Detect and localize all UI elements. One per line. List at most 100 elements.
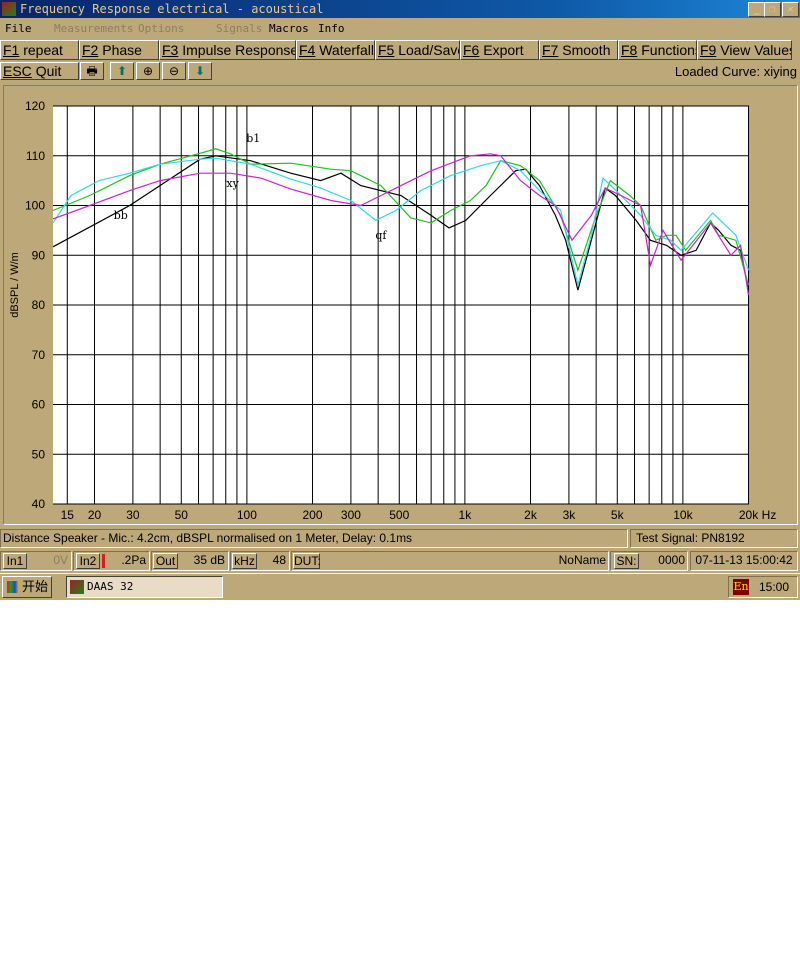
in1-button[interactable]: In1: [3, 553, 27, 569]
fkey-label: View Values: [720, 42, 792, 58]
x-tick-label: 50: [175, 508, 189, 522]
out-panel: Out 35 dB: [151, 551, 229, 571]
in2-button[interactable]: In2: [76, 553, 100, 569]
sn-value: 0000: [658, 553, 685, 567]
quit-label: Quit: [35, 63, 62, 79]
fkey-label: repeat: [23, 42, 63, 58]
fkey-label: Impulse Response: [182, 42, 296, 58]
menu-file[interactable]: File: [5, 22, 32, 35]
fkey-key: F2: [82, 42, 99, 58]
y-tick-label: 70: [32, 348, 46, 362]
fkey-label: Export: [483, 42, 524, 58]
fkey-key: F7: [542, 42, 559, 58]
x-tick-label: 15: [61, 508, 75, 522]
fkey-functions-button[interactable]: F8 Functions: [618, 40, 697, 60]
khz-value: 48: [272, 553, 286, 567]
taskbar: 开始 DAAS 32 En 15:00: [0, 573, 800, 601]
out-value: 35 dB: [193, 553, 225, 567]
series-line-1: [52, 148, 750, 286]
x-tick-label: 500: [389, 508, 409, 522]
series-line-2: [52, 157, 750, 286]
menu-options[interactable]: Options: [138, 22, 185, 35]
dut-name: NoName: [558, 553, 606, 567]
menu-macros[interactable]: Macros: [269, 22, 309, 35]
x-tick-label: 10k: [673, 508, 693, 522]
app-icon: [2, 2, 16, 16]
taskbar-item-daas[interactable]: DAAS 32: [66, 576, 223, 598]
sn-button[interactable]: SN:: [614, 553, 639, 569]
fkey-key: F5: [378, 42, 395, 58]
menu-info[interactable]: Info: [318, 22, 345, 35]
fkey-impulse-response-button[interactable]: F3 Impulse Response: [159, 40, 296, 60]
fkey-smooth-button[interactable]: F7 Smooth: [539, 40, 618, 60]
fkey-key: F3: [162, 42, 179, 58]
zoom-out-icon[interactable]: ⊖: [162, 62, 186, 80]
task-label: DAAS 32: [87, 580, 134, 593]
sn-panel: SN: 0000: [610, 551, 688, 571]
fkey-waterfall-button[interactable]: F4 Waterfall: [296, 40, 375, 60]
y-tick-label: 90: [32, 248, 46, 262]
fkey-export-button[interactable]: F6 Export: [460, 40, 539, 60]
print-icon[interactable]: 🖶: [80, 62, 104, 80]
fkey-phase-button[interactable]: F2 Phase: [79, 40, 159, 60]
window-title: Frequency Response electrical - acoustic…: [20, 2, 324, 16]
clock: 15:00: [759, 580, 790, 594]
dut-panel: DUT: NoName: [291, 551, 609, 571]
x-tick-label: 30: [126, 508, 140, 522]
restore-button[interactable]: ❐: [764, 2, 781, 17]
x-unit-label: Hz: [762, 508, 777, 522]
close-button[interactable]: ✕: [782, 2, 799, 17]
in1-value: 0V: [53, 553, 68, 567]
x-tick-label: 200: [303, 508, 323, 522]
start-label: 开始: [21, 579, 48, 594]
y-tick-label: 100: [25, 199, 45, 213]
y-tick-label: 80: [32, 298, 46, 312]
fkey-key: F9: [700, 42, 717, 58]
arrow-down-icon[interactable]: ⬇: [188, 62, 212, 80]
app-icon: [70, 580, 84, 594]
menu-signals[interactable]: Signals: [216, 22, 263, 35]
windows-logo-icon: [7, 581, 19, 593]
y-tick-label: 110: [26, 149, 45, 163]
fkey-key: F1: [3, 42, 20, 58]
series-line-0: [52, 155, 750, 291]
out-button[interactable]: Out: [153, 553, 178, 569]
start-button[interactable]: 开始: [2, 576, 52, 598]
menu-measurements[interactable]: Measurements: [54, 22, 134, 35]
dut-button[interactable]: DUT:: [293, 553, 321, 569]
app-window: Frequency Response electrical - acoustic…: [0, 0, 800, 600]
y-tick-label: 40: [32, 497, 46, 511]
x-tick-label: 2k: [524, 508, 538, 522]
arrow-up-icon[interactable]: ⬆: [110, 62, 134, 80]
quit-button[interactable]: ESC Quit: [0, 62, 79, 80]
fkey-load-save-button[interactable]: F5 Load/Save: [375, 40, 460, 60]
zoom-in-icon[interactable]: ⊕: [136, 62, 160, 80]
fkey-repeat-button[interactable]: F1 repeat: [0, 40, 79, 60]
series-line-3: [52, 153, 750, 296]
x-tick-label: 100: [237, 508, 257, 522]
menu-bar: File Measurements Options Signals Macros…: [0, 19, 800, 38]
fkey-label: Load/Save: [398, 42, 460, 58]
in2-value: .2Pa: [121, 553, 146, 567]
quit-key: ESC: [3, 63, 32, 79]
fkey-label: Functions: [641, 42, 697, 58]
in2-level-meter: [102, 554, 105, 568]
frequency-response-chart: 40 50 60 70 80 90 100 110 120 15 20 30 50 100 200 300 50…: [9, 99, 777, 522]
curve-label: qf: [375, 229, 387, 242]
chart-panel: 40 50 60 70 80 90 100 110 120 15 20 30 50 100 200 300 50…: [3, 85, 798, 525]
fkey-key: F6: [463, 42, 480, 58]
in1-panel: In1 0V: [0, 551, 72, 571]
x-tick-label: 300: [341, 508, 361, 522]
x-tick-label: 5k: [611, 508, 625, 522]
curve-label: bb: [114, 209, 128, 222]
curve-label: xy: [226, 177, 239, 190]
language-indicator[interactable]: En: [733, 579, 749, 595]
x-tick-label: 3k: [563, 508, 577, 522]
fkey-key: F4: [299, 42, 316, 58]
fkey-label: Waterfall: [319, 42, 374, 58]
fkey-view-values-button[interactable]: F9 View Values: [697, 40, 792, 60]
y-axis-label: dBSPL / W/m: [9, 252, 21, 318]
fkey-key: F8: [621, 42, 638, 58]
khz-button[interactable]: kHz: [232, 553, 257, 569]
minimize-button[interactable]: _: [748, 2, 765, 17]
